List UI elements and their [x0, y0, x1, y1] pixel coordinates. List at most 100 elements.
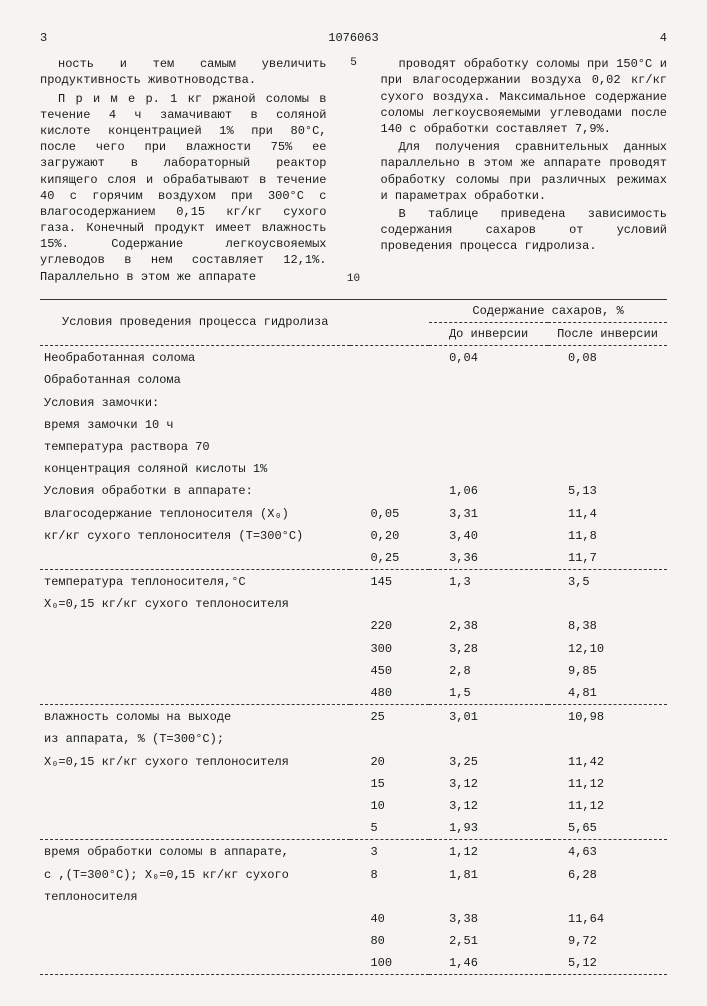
paragraph: ность и тем самым увеличить продуктивнос…: [40, 56, 327, 88]
table-row: 0,253,3611,7: [40, 547, 667, 570]
after-cell: 11,12: [548, 773, 667, 795]
param-cell: [350, 414, 429, 436]
header-sugars: Содержание сахаров, %: [429, 299, 667, 322]
header-conditions: Условия проведения процесса гидролиза: [40, 299, 350, 345]
after-cell: 11,64: [548, 908, 667, 930]
after-cell: [548, 369, 667, 391]
table-row: 103,1211,12: [40, 795, 667, 817]
condition-cell: время замочки 10 ч: [40, 414, 350, 436]
after-cell: 3,5: [548, 571, 667, 593]
after-cell: [548, 436, 667, 458]
condition-cell: кг/кг сухого теплоносителя (Т=300°С): [40, 525, 350, 547]
table-row: теплоносителя: [40, 886, 667, 908]
before-cell: [429, 369, 548, 391]
before-cell: 1,46: [429, 952, 548, 975]
after-cell: 9,85: [548, 660, 667, 682]
param-cell: [350, 593, 429, 615]
table-row: Условия обработки в аппарате:1,065,13: [40, 480, 667, 502]
header-before: До инверсии: [429, 323, 548, 346]
condition-cell: температура раствора 70: [40, 436, 350, 458]
header-after: После инверсии: [548, 323, 667, 346]
condition-cell: [40, 638, 350, 660]
paragraph: В таблице приведена зависимость содержан…: [381, 206, 668, 255]
after-cell: [548, 728, 667, 750]
condition-cell: [40, 615, 350, 637]
param-cell: 0,05: [350, 503, 429, 525]
table-row: 51,935,65: [40, 817, 667, 840]
condition-cell: концентрация соляной кислоты 1%: [40, 458, 350, 480]
table-row: кг/кг сухого теплоносителя (Т=300°С)0,20…: [40, 525, 667, 547]
line-mark: 5: [350, 56, 357, 71]
after-cell: 11,7: [548, 547, 667, 570]
after-cell: 12,10: [548, 638, 667, 660]
param-cell: [350, 728, 429, 750]
after-cell: 0,08: [548, 347, 667, 369]
condition-cell: Условия замочки:: [40, 392, 350, 414]
before-cell: 3,12: [429, 773, 548, 795]
after-cell: 4,63: [548, 841, 667, 863]
condition-cell: [40, 660, 350, 682]
condition-cell: Обработанная солома: [40, 369, 350, 391]
condition-cell: X₀=0,15 кг/кг сухого теплоносителя: [40, 751, 350, 773]
param-cell: 40: [350, 908, 429, 930]
before-cell: [429, 593, 548, 615]
param-cell: [350, 392, 429, 414]
condition-cell: Необработанная солома: [40, 347, 350, 369]
table-row: Необработанная солома0,040,08: [40, 347, 667, 369]
table-row: X₀=0,15 кг/кг сухого теплоносителя203,25…: [40, 751, 667, 773]
before-cell: [429, 436, 548, 458]
table-row: температура раствора 70: [40, 436, 667, 458]
param-cell: 300: [350, 638, 429, 660]
param-cell: 80: [350, 930, 429, 952]
table-row: 3003,2812,10: [40, 638, 667, 660]
param-cell: 5: [350, 817, 429, 840]
paragraph: Для получения сравнительных данных парал…: [381, 139, 668, 204]
param-cell: 10: [350, 795, 429, 817]
param-cell: [350, 369, 429, 391]
condition-cell: температура теплоносителя,°С: [40, 571, 350, 593]
condition-cell: [40, 773, 350, 795]
after-cell: 8,38: [548, 615, 667, 637]
after-cell: [548, 593, 667, 615]
param-cell: 480: [350, 682, 429, 705]
before-cell: 3,31: [429, 503, 548, 525]
before-cell: [429, 458, 548, 480]
table-row: 2202,388,38: [40, 615, 667, 637]
before-cell: 1,3: [429, 571, 548, 593]
table-row: X₀=0,15 кг/кг сухого теплоносителя: [40, 593, 667, 615]
before-cell: [429, 414, 548, 436]
line-number-gutter: 5 10: [347, 56, 361, 287]
before-cell: 3,28: [429, 638, 548, 660]
after-cell: 5,13: [548, 480, 667, 502]
before-cell: 3,01: [429, 706, 548, 728]
table-row: температура теплоносителя,°С1451,33,5: [40, 571, 667, 593]
after-cell: [548, 414, 667, 436]
table-row: влагосодержание теплоносителя (X₀)0,053,…: [40, 503, 667, 525]
hydrolysis-table: Условия проведения процесса гидролиза Со…: [40, 299, 667, 977]
param-cell: 145: [350, 571, 429, 593]
condition-cell: X₀=0,15 кг/кг сухого теплоносителя: [40, 593, 350, 615]
after-cell: 11,8: [548, 525, 667, 547]
table-row: Обработанная солома: [40, 369, 667, 391]
table-row: 403,3811,64: [40, 908, 667, 930]
before-cell: 1,93: [429, 817, 548, 840]
condition-cell: [40, 547, 350, 570]
after-cell: 5,12: [548, 952, 667, 975]
after-cell: 6,28: [548, 864, 667, 886]
before-cell: 3,36: [429, 547, 548, 570]
after-cell: [548, 392, 667, 414]
after-cell: 9,72: [548, 930, 667, 952]
after-cell: 10,98: [548, 706, 667, 728]
param-cell: 0,25: [350, 547, 429, 570]
param-cell: [350, 436, 429, 458]
before-cell: 1,5: [429, 682, 548, 705]
condition-cell: [40, 952, 350, 975]
left-column: ность и тем самым увеличить продуктивнос…: [40, 56, 327, 287]
after-cell: 11,42: [548, 751, 667, 773]
before-cell: 3,12: [429, 795, 548, 817]
param-cell: 0,20: [350, 525, 429, 547]
param-cell: 100: [350, 952, 429, 975]
param-cell: 20: [350, 751, 429, 773]
paragraph: проводят обработку соломы при 150°С и пр…: [381, 56, 668, 137]
before-cell: 2,51: [429, 930, 548, 952]
